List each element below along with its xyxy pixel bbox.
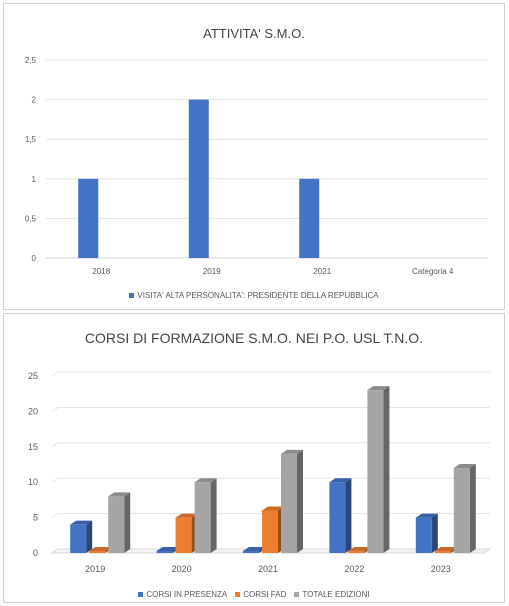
- legend-item: TOTALE EDIZIONI: [294, 590, 370, 599]
- bar: [453, 464, 476, 553]
- legend-label: TOTALE EDIZIONI: [302, 590, 370, 599]
- legend-swatch: [294, 592, 300, 598]
- legend-label: CORSI IN PRESENZA: [146, 590, 228, 599]
- chart-attivita-svg: 0 0,5 1 1,5 2 2,5 2018 2019 2021 Categoria 4: [25, 56, 488, 276]
- legend-label: CORSI FAD: [243, 590, 287, 599]
- bar: [175, 513, 198, 553]
- x-tick-label: 2019: [203, 267, 221, 276]
- bar: [415, 513, 438, 553]
- legend-item: CORSI FAD: [235, 590, 286, 599]
- y-tick-label: 1: [32, 175, 37, 184]
- y-tick-label: 2: [32, 96, 37, 105]
- x-tick-label: 2021: [258, 564, 278, 574]
- bar: [329, 478, 352, 553]
- chart-corsi-svg: 0 5 10 15 20 25 2019 2020 2021 2022 2023: [28, 371, 492, 574]
- y-tick-label: 0,5: [25, 214, 37, 223]
- y-tick-label: 10: [28, 477, 38, 487]
- bar: [262, 506, 284, 553]
- y-tick-label: 0: [33, 548, 38, 558]
- bar: [108, 492, 131, 553]
- legend-swatch: [235, 592, 241, 598]
- gridline: [51, 477, 490, 483]
- legend-swatch: [129, 293, 135, 299]
- chart-title: ATTIVITA' S.M.O.: [203, 26, 305, 41]
- legend: CORSI IN PRESENZA CORSI FAD TOTALE EDIZION…: [4, 590, 504, 599]
- gridline: [51, 442, 490, 448]
- bar: [299, 178, 320, 258]
- y-tick-label: 20: [28, 406, 38, 416]
- x-tick-label: 2023: [431, 564, 451, 574]
- y-tick-label: 5: [33, 513, 38, 523]
- y-tick-label: 0: [32, 254, 37, 263]
- y-tick-label: 1,5: [25, 135, 37, 144]
- y-tick-label: 15: [28, 442, 38, 452]
- x-tick-label: 2019: [85, 564, 105, 574]
- gridline: [51, 406, 490, 412]
- bar: [78, 178, 99, 258]
- bar: [367, 386, 390, 553]
- bar: [194, 478, 217, 553]
- legend-item: VISITA' ALTA PERSONALITA': PRESIDENTE DE…: [129, 291, 379, 300]
- x-tick-label: 2018: [92, 267, 110, 276]
- gridline: [51, 371, 490, 377]
- chart-title: CORSI DI FORMAZIONE S.M.O. NEI P.O. USL …: [84, 330, 424, 346]
- x-tick-label: 2020: [172, 564, 192, 574]
- bar: [281, 449, 303, 553]
- legend-label: VISITA' ALTA PERSONALITA': PRESIDENTE DE…: [137, 291, 379, 300]
- x-tick-label: 2021: [313, 267, 331, 276]
- legend: VISITA' ALTA PERSONALITA': PRESIDENTE DE…: [4, 291, 504, 300]
- x-tick-label: 2022: [344, 564, 364, 574]
- chart-panel-corsi: CORSI DI FORMAZIONE S.M.O. NEI P.O. USL …: [3, 313, 505, 603]
- y-tick-label: 25: [28, 371, 38, 381]
- x-tick-label: Categoria 4: [412, 267, 454, 276]
- legend-swatch: [138, 592, 144, 598]
- y-tick-label: 2,5: [25, 56, 37, 65]
- legend-item: CORSI IN PRESENZA: [138, 590, 227, 599]
- bar: [70, 520, 93, 553]
- bar: [188, 99, 209, 258]
- chart-panel-attivita: ATTIVITA' S.M.O. 0 0,5 1 1,5 2 2,5 2018 2019 202…: [3, 3, 505, 310]
